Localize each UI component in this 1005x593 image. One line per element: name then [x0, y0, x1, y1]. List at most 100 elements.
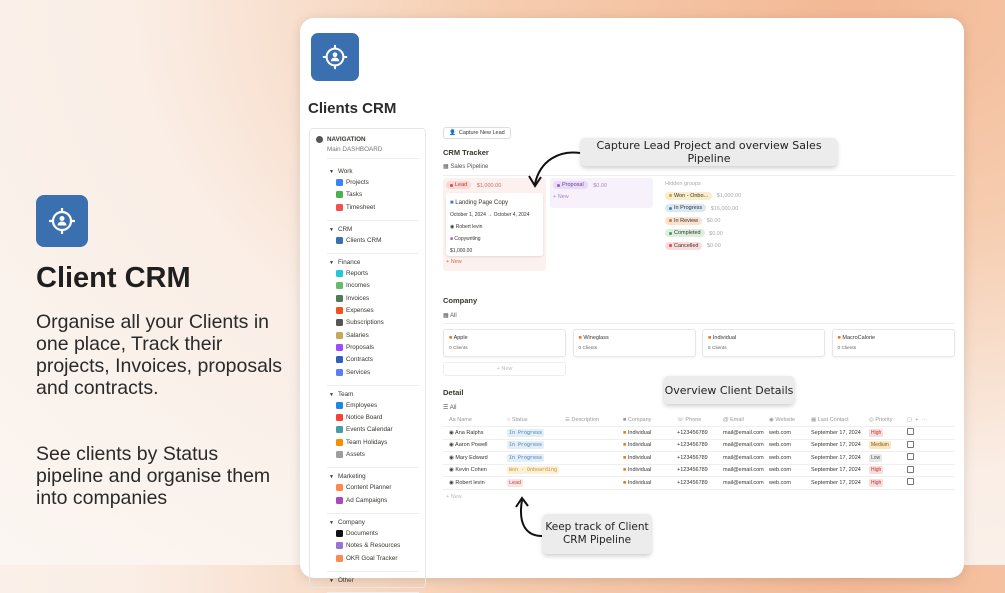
lead-card[interactable]: ■ Landing Page Copy October 1, 2024 → Oc…: [446, 193, 543, 256]
email-cell[interactable]: mail@email.com: [723, 439, 769, 452]
table-row[interactable]: ◉ Ana Ralphs In Progress ■ Individual +1…: [443, 426, 955, 440]
sidebar-item-notes-resources[interactable]: Notes & Resources: [336, 542, 419, 550]
sidebar-item-reports[interactable]: Reports: [336, 270, 419, 278]
nav-group-toggle[interactable]: ▼ Finance: [329, 259, 361, 267]
hidden-group[interactable]: In Review $0.00: [665, 216, 741, 225]
navigation-sidebar: NAVIGATION Main DASHBOARD ▼ Work Projects T…: [309, 128, 426, 593]
gallery-icon: ▦: [443, 313, 449, 319]
email-cell[interactable]: mail@email.com: [723, 451, 769, 465]
person-icon: 👤: [449, 130, 456, 136]
checkbox[interactable]: [907, 453, 914, 461]
checkbox[interactable]: [907, 428, 914, 436]
website-cell[interactable]: web.com: [769, 439, 811, 452]
sidebar-item-okr-goal-tracker[interactable]: OKR Goal Tracker: [336, 554, 419, 562]
sidebar-item-projects[interactable]: Projects: [336, 179, 419, 186]
sidebar-item-timesheet[interactable]: Timesheet: [336, 203, 419, 211]
sales-pipeline-tab[interactable]: ▦ Sales Pipeline: [443, 164, 489, 170]
triangle-down-icon: ▼: [329, 391, 334, 398]
client-name[interactable]: ◉ Ana Ralphs: [449, 426, 507, 440]
sidebar-item-subscriptions[interactable]: Subscriptions: [336, 319, 419, 327]
lead-new-button[interactable]: + New: [446, 259, 462, 265]
website-cell[interactable]: web.com: [769, 476, 811, 490]
sidebar-item-expenses[interactable]: Expenses: [336, 307, 419, 315]
email-cell[interactable]: mail@email.com: [723, 426, 769, 440]
hidden-group[interactable]: Cancelled $0.00: [665, 241, 741, 250]
sidebar-item-content-planner[interactable]: Content Planner: [336, 484, 419, 492]
sidebar-item-documents[interactable]: Documents: [336, 529, 419, 537]
sidebar-item-tasks[interactable]: Tasks: [336, 191, 419, 199]
email-cell[interactable]: mail@email.com: [723, 464, 769, 477]
table-actions[interactable]: ▢ + ···: [907, 414, 955, 427]
column-header-website[interactable]: ◉ Website: [769, 414, 811, 427]
client-name[interactable]: ◉ Robert levin: [449, 476, 507, 490]
nav-group-toggle[interactable]: ▼ Team: [329, 390, 354, 398]
checkbox[interactable]: [907, 478, 914, 486]
column-header-status[interactable]: ○ Status: [507, 414, 565, 427]
column-header-company[interactable]: ■ Company: [623, 414, 677, 427]
sidebar-item-contracts[interactable]: Contracts: [336, 356, 419, 364]
triangle-down-icon: ▼: [329, 519, 334, 526]
hidden-group[interactable]: Won - Onbo... $1,000.00: [665, 191, 741, 200]
column-header-priority[interactable]: ◎ Priority: [869, 414, 907, 427]
company-view-tab[interactable]: ▦ All: [443, 313, 457, 319]
lead-amount: $1,000.00: [476, 182, 502, 189]
company-card[interactable]: ■ Apple 0 Clients: [443, 329, 566, 357]
column-header-description[interactable]: ☰ Description: [565, 414, 623, 427]
website-cell[interactable]: web.com: [769, 451, 811, 465]
nav-group-toggle[interactable]: ▼ Other: [329, 576, 354, 584]
client-name[interactable]: ◉ Kevin Cohen: [449, 464, 507, 477]
sidebar-item-proposals[interactable]: Proposals: [336, 343, 419, 351]
client-name[interactable]: ◉ Aaron Powell: [449, 439, 507, 452]
nav-group-toggle[interactable]: ▼ Marketing: [329, 473, 366, 481]
hidden-group[interactable]: Completed $0.00: [665, 229, 741, 237]
proposal-amount: $0.00: [593, 182, 608, 189]
company-card[interactable]: ■ Individual 5 Clients: [702, 329, 825, 357]
sidebar-item-team-holidays[interactable]: Team Holidays: [336, 438, 419, 446]
sidebar-item-services[interactable]: Services: [336, 368, 419, 376]
table-row[interactable]: ◉ Aaron Powell In Progress ■ Individual …: [443, 439, 955, 452]
website-cell[interactable]: web.com: [769, 464, 811, 477]
column-header-email[interactable]: @ Email: [723, 414, 769, 427]
sidebar-item-incomes[interactable]: Incomes: [336, 282, 419, 290]
priority-tag: High: [869, 428, 884, 437]
nav-group-toggle[interactable]: ▼ CRM: [329, 225, 353, 233]
detail-new-button[interactable]: + New: [446, 493, 462, 500]
table-row[interactable]: ◉ Robert levin Lead ■ Individual +123456…: [443, 476, 955, 490]
checkbox[interactable]: [907, 440, 914, 448]
email-cell[interactable]: mail@email.com: [723, 476, 769, 490]
hidden-group[interactable]: In Progress $16,000.00: [665, 204, 741, 212]
last-contact-cell: September 17, 2024: [811, 439, 869, 452]
proposal-new-button[interactable]: + New: [553, 194, 569, 200]
checkbox[interactable]: [907, 465, 914, 473]
company-cell: Individual: [627, 429, 652, 436]
nav-group-toggle[interactable]: ▼ Company: [329, 518, 365, 526]
page-icon: [336, 236, 343, 244]
nav-group-toggle[interactable]: ▼ Work: [329, 168, 353, 175]
page-icon: [336, 270, 343, 278]
website-cell[interactable]: web.com: [769, 426, 811, 440]
promo-title: Client CRM: [36, 262, 191, 294]
company-card[interactable]: ■ MacroCalorie 0 Clients: [831, 329, 955, 357]
client-name[interactable]: ◉ Mary Edward: [449, 451, 507, 465]
column-header-last-contact[interactable]: ▦ Last Contact: [811, 414, 869, 427]
main-dashboard-link[interactable]: Main DASHBOARD: [327, 146, 419, 159]
sidebar-item-salaries[interactable]: Salaries: [336, 331, 419, 339]
company-card[interactable]: ■ Wineglass 0 Clients: [572, 329, 696, 357]
column-header-phone[interactable]: ☏ Phone: [677, 414, 723, 427]
sidebar-item-notice-board[interactable]: Notice Board: [336, 414, 419, 422]
sidebar-item-ad-campaigns[interactable]: Ad Campaigns: [336, 496, 419, 504]
capture-new-lead-button[interactable]: 👤 Capture New Lead: [443, 127, 511, 139]
table-row[interactable]: ◉ Mary Edward In Progress ■ Individual +…: [443, 451, 955, 465]
column-header-name[interactable]: Aa Name: [449, 414, 507, 427]
company-new-button[interactable]: + New: [443, 362, 566, 376]
column-icon: ■: [623, 417, 627, 423]
detail-view-tab[interactable]: ☰ All: [443, 405, 457, 411]
notion-window: Clients CRM NAVIGATION Main DASHBOARD ▼ W…: [300, 18, 964, 593]
sidebar-item-employees[interactable]: Employees: [336, 401, 419, 409]
sidebar-item-events-calendar[interactable]: Events Calendar: [336, 426, 419, 434]
sidebar-item-clients-crm[interactable]: Clients CRM: [336, 236, 419, 244]
sidebar-item-invoices[interactable]: Invoices: [336, 294, 419, 302]
table-row[interactable]: ◉ Kevin Cohen Won - Onboarding ■ Individ…: [443, 464, 955, 477]
crosshair-user-icon: [322, 44, 348, 70]
sidebar-item-assets[interactable]: Assets: [336, 451, 419, 459]
